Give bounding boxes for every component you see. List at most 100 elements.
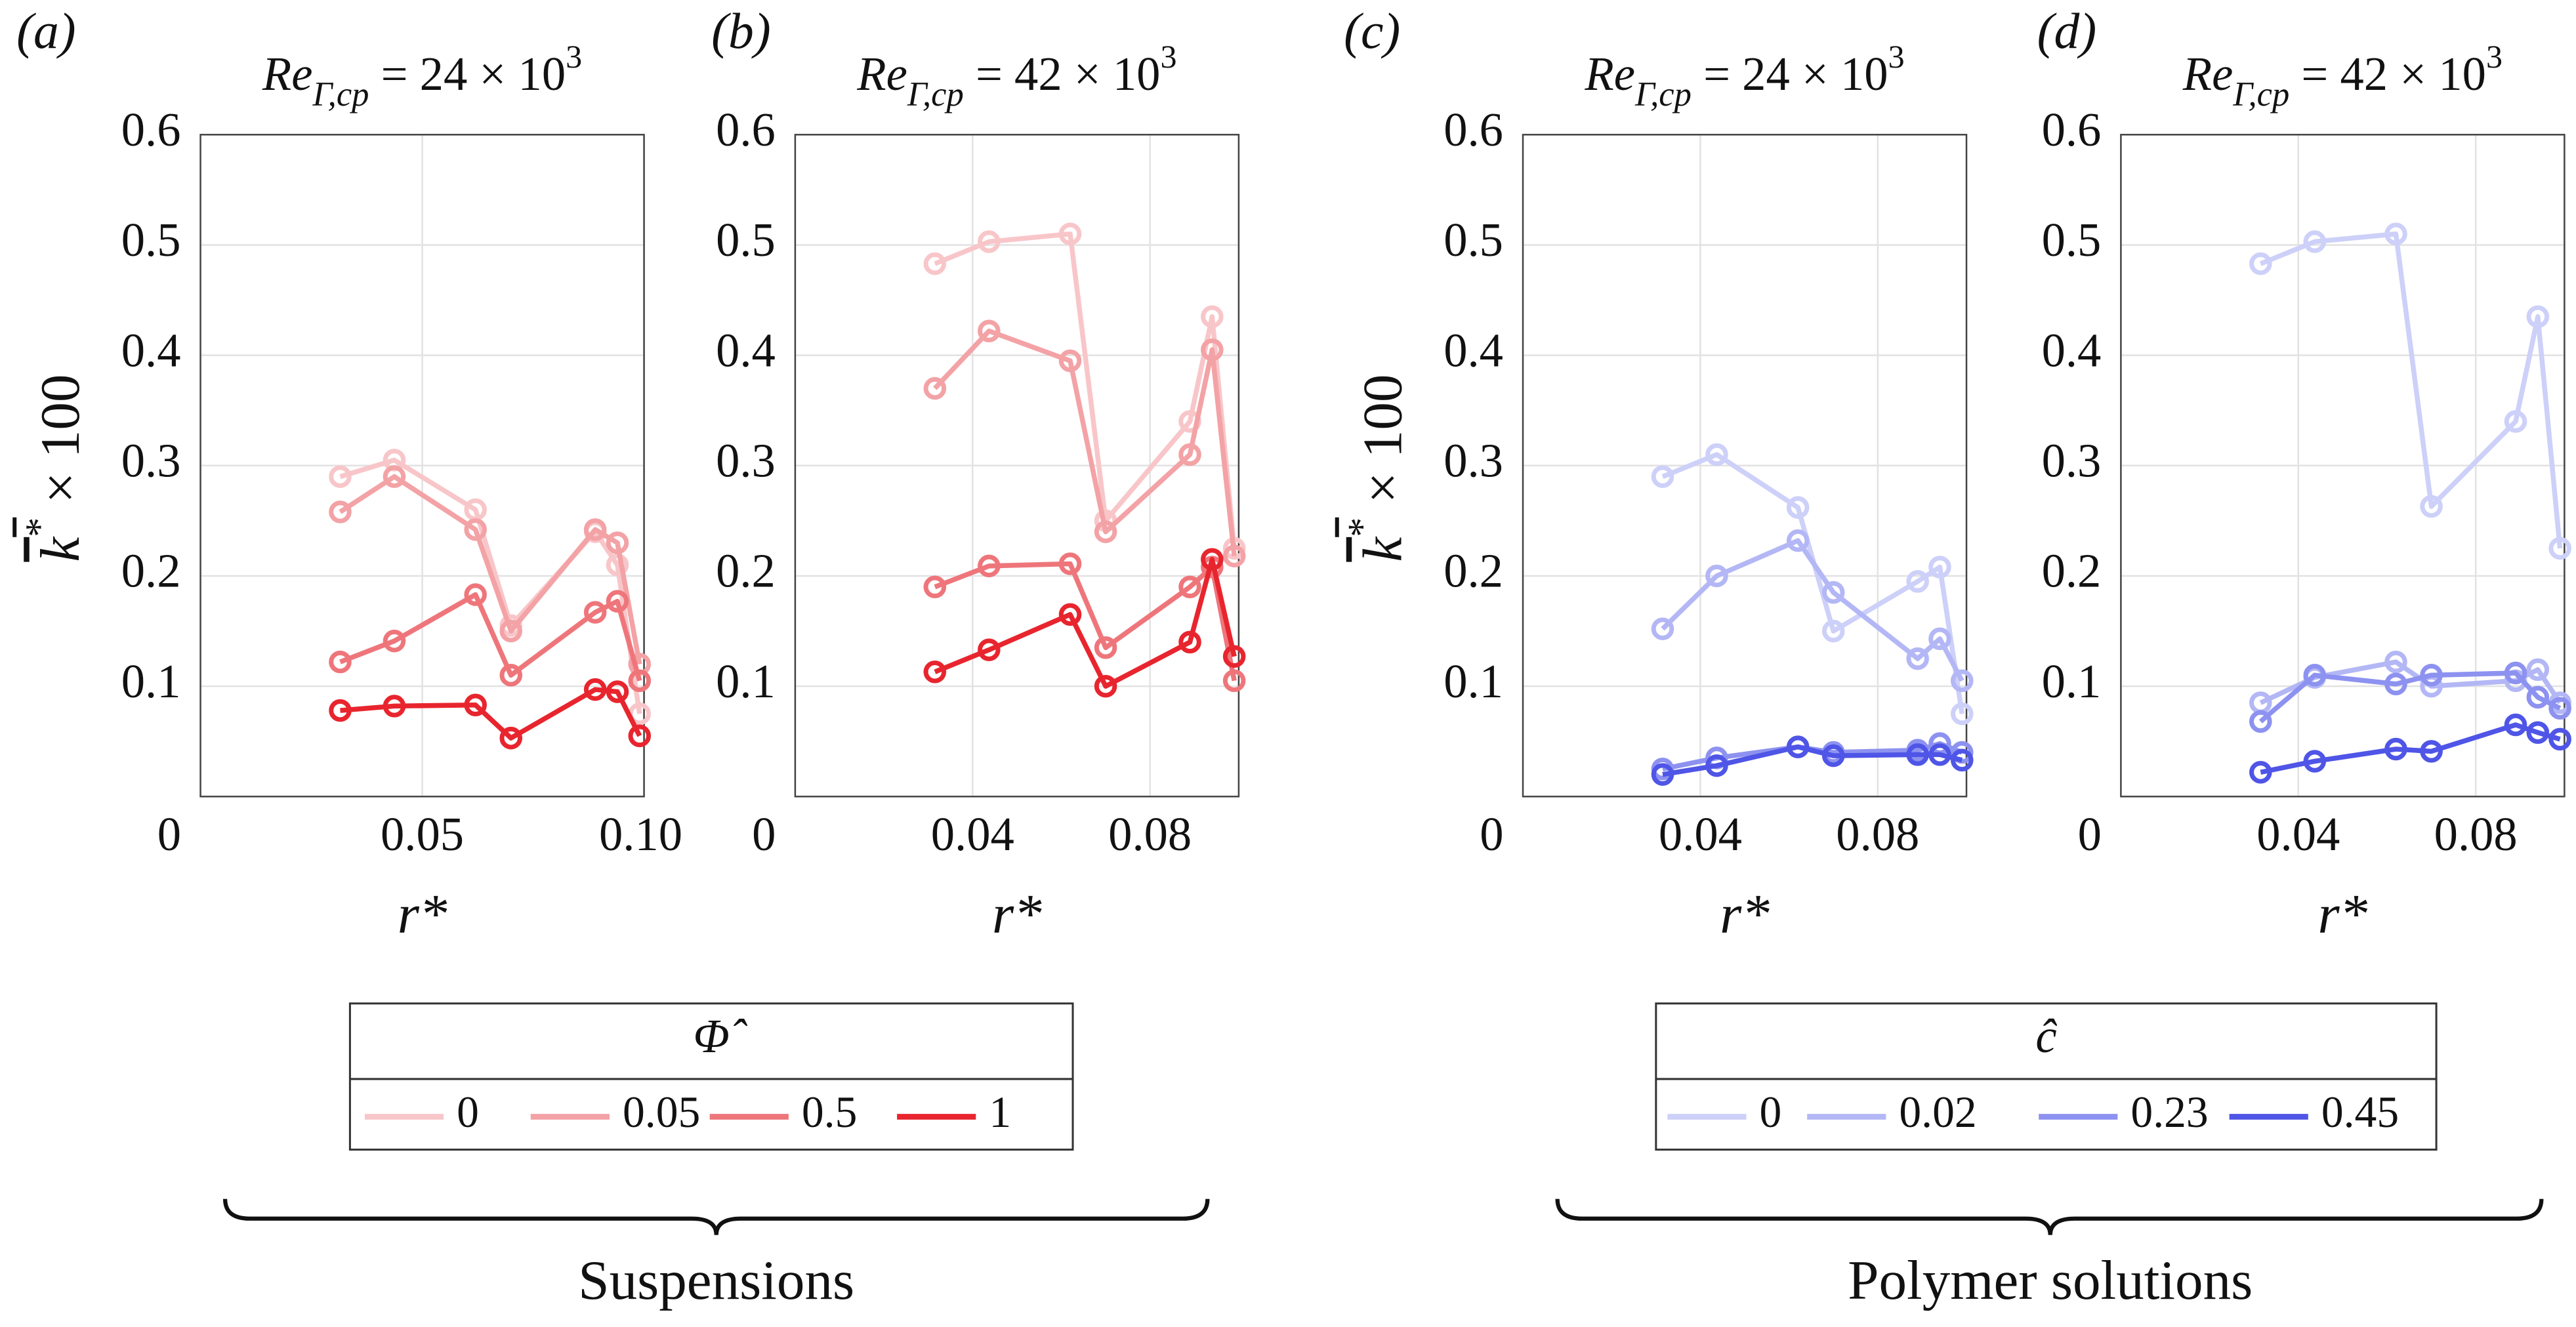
x-tick-label: 0.04 xyxy=(1659,807,1742,861)
y-tick-label: 0.2 xyxy=(2042,544,2102,598)
series-line xyxy=(2260,722,2561,775)
title-part: 3 xyxy=(1160,39,1176,75)
data-point xyxy=(923,660,947,684)
data-point xyxy=(2526,658,2550,682)
data-point xyxy=(2249,761,2272,784)
x-axis-label: r* xyxy=(1720,884,1770,945)
plot-frame xyxy=(199,134,645,798)
chart-title: ReΓ,cp = 24 × 103 xyxy=(262,39,582,114)
legend-box xyxy=(348,1002,1074,1151)
panel-label: (a) xyxy=(16,3,76,59)
data-point xyxy=(1906,570,1929,593)
data-point xyxy=(978,319,1001,342)
data-point xyxy=(583,678,607,701)
data-point xyxy=(1705,754,1728,777)
series-line xyxy=(2259,231,2563,549)
title-part: Re xyxy=(856,47,907,100)
data-point xyxy=(1705,564,1728,588)
series-line xyxy=(2258,670,2562,724)
title-part: Γ,cp xyxy=(907,75,964,113)
y-tick-label: 0.3 xyxy=(1444,434,1503,487)
title-part: = 42 × 10 xyxy=(2289,47,2486,100)
y-tick-label: 0.6 xyxy=(1444,103,1503,156)
ylabel-part: × 100 xyxy=(1352,375,1413,518)
data-point xyxy=(1178,630,1201,654)
data-point xyxy=(329,650,352,674)
y-tick-label: 0.4 xyxy=(2042,323,2102,377)
data-point xyxy=(1201,548,1224,571)
legend-label: 0.5 xyxy=(802,1088,858,1137)
data-point xyxy=(1094,636,1117,659)
data-point xyxy=(2504,410,2527,433)
series-line xyxy=(1662,744,1963,777)
data-point xyxy=(1178,443,1201,466)
y-tick-label: 0.6 xyxy=(2042,103,2102,156)
data-point xyxy=(628,669,652,693)
data-point xyxy=(329,699,352,722)
plot-frame xyxy=(2120,134,2566,798)
legend-label: 0.23 xyxy=(2130,1088,2208,1137)
title-part: 3 xyxy=(566,39,582,75)
panel-label: (b) xyxy=(711,3,771,59)
y-tick-label: 0.5 xyxy=(716,213,776,266)
y-tick-label: 0.6 xyxy=(716,103,776,156)
series-line xyxy=(934,231,1237,549)
y-tick-label: 0.1 xyxy=(716,655,776,708)
title-part: Re xyxy=(2182,47,2233,100)
data-point xyxy=(1821,581,1845,604)
data-point xyxy=(1058,552,1082,575)
data-point xyxy=(2249,252,2272,276)
data-point xyxy=(2504,661,2527,685)
title-part: = 42 × 10 xyxy=(964,47,1161,100)
x-tick-label: 0.04 xyxy=(931,807,1014,861)
x-tick-label: 0.04 xyxy=(2256,807,2340,861)
title-part: 3 xyxy=(1888,39,1905,75)
data-point xyxy=(1786,496,1810,519)
y-tick-label: 0 xyxy=(157,807,181,861)
x-tick-label: 0.08 xyxy=(1108,807,1192,861)
brace xyxy=(222,1198,1210,1236)
y-axis-label: k* × 100 xyxy=(1340,375,1413,562)
series-line xyxy=(339,474,642,665)
data-point xyxy=(1950,741,1974,764)
legend-label: 0.02 xyxy=(1899,1088,1976,1137)
plot-frame xyxy=(1522,134,1968,798)
y-tick-label: 0.4 xyxy=(1444,323,1503,377)
y-tick-label: 0.5 xyxy=(1444,213,1503,266)
series-line xyxy=(934,556,1237,689)
data-point xyxy=(2548,727,2571,751)
data-point xyxy=(1201,338,1224,361)
legend-title: ĉ xyxy=(2035,1010,2057,1063)
data-point xyxy=(2420,495,2443,518)
legend-label: 0 xyxy=(457,1088,479,1137)
y-tick-label: 0 xyxy=(1480,807,1503,861)
data-point xyxy=(383,629,406,653)
data-point xyxy=(923,575,947,599)
data-point xyxy=(1821,619,1845,643)
data-point xyxy=(2526,685,2550,709)
y-tick-label: 0.2 xyxy=(1444,544,1503,598)
data-point xyxy=(1950,702,1974,725)
data-point xyxy=(464,518,487,541)
data-point xyxy=(464,693,487,716)
series-line xyxy=(1661,452,1964,714)
y-tick-label: 0.3 xyxy=(121,434,181,487)
data-point xyxy=(1906,647,1929,670)
title-part: Γ,cp xyxy=(312,75,369,113)
x-axis-label: r* xyxy=(398,884,447,945)
legend-label: 0 xyxy=(1760,1088,1782,1137)
data-point xyxy=(499,726,523,750)
y-tick-label: 0.2 xyxy=(716,544,776,598)
y-tick-label: 0.4 xyxy=(121,323,181,377)
legend-label: 0.45 xyxy=(2321,1088,2399,1137)
data-point xyxy=(2526,305,2550,329)
title-part: = 24 × 10 xyxy=(1692,47,1888,100)
data-point xyxy=(383,695,406,718)
y-tick-label: 0.3 xyxy=(2042,434,2102,487)
data-point xyxy=(628,724,652,748)
panel-label: (d) xyxy=(2037,3,2097,59)
data-point xyxy=(1178,575,1201,599)
series-line xyxy=(339,592,642,682)
data-point xyxy=(2384,222,2407,245)
